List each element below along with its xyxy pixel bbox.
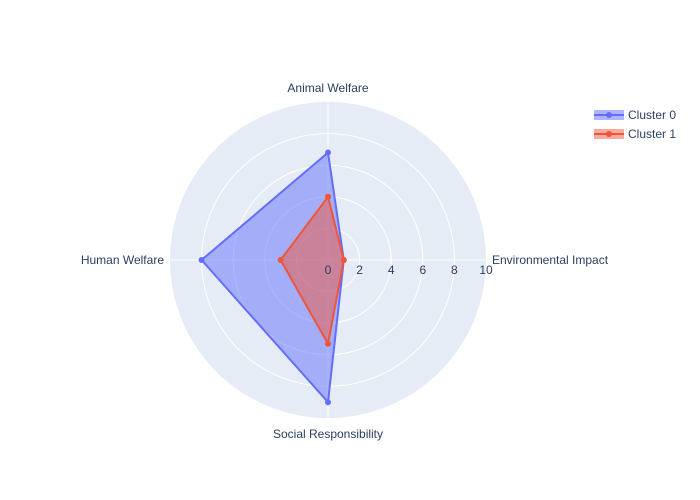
angular-axis-labels: Environmental Impact Animal Welfare Human …: [81, 81, 609, 441]
series-layer: [198, 149, 347, 406]
radial-tick-label: 10: [479, 263, 493, 277]
series-1: [277, 193, 347, 347]
data-point[interactable]: [340, 257, 347, 263]
legend-marker: [606, 131, 612, 137]
radial-tick-label: 0: [325, 263, 332, 277]
data-point[interactable]: [325, 193, 331, 200]
data-point[interactable]: [325, 399, 331, 406]
radial-tick-label: 8: [451, 263, 458, 277]
legend-label: Cluster 0: [628, 108, 676, 122]
legend-label: Cluster 1: [628, 127, 676, 141]
axis-label: Environmental Impact: [492, 253, 609, 267]
radial-tick-label: 6: [419, 263, 426, 277]
axis-label: Human Welfare: [81, 253, 164, 267]
legend-item[interactable]: Cluster 0: [594, 108, 676, 122]
axis-label: Animal Welfare: [287, 81, 368, 95]
axis-label: Social Responsibility: [273, 427, 383, 441]
radial-ticks: 0 2 4 6 8 10: [325, 263, 493, 277]
data-point[interactable]: [325, 149, 331, 156]
data-point[interactable]: [198, 257, 205, 263]
legend-marker: [606, 112, 612, 118]
data-point[interactable]: [325, 340, 331, 347]
legend[interactable]: Cluster 0 Cluster 1: [594, 108, 676, 141]
data-point[interactable]: [277, 257, 284, 263]
legend-item[interactable]: Cluster 1: [594, 127, 676, 141]
radial-tick-label: 4: [388, 263, 395, 277]
radial-tick-label: 2: [356, 263, 363, 277]
